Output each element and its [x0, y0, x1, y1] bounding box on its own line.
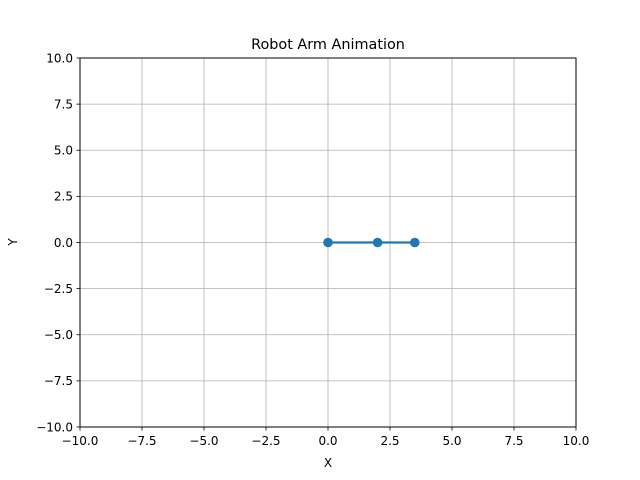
- y-tick-label: 7.5: [54, 97, 73, 111]
- y-axis-ticks: −10.0 −7.5 −5.0 −2.5 0.0 2.5 5.0 7.5 10.0: [36, 51, 80, 434]
- y-tick-label: 5.0: [54, 144, 73, 158]
- x-tick-label: 7.5: [504, 434, 523, 448]
- y-tick-label: 2.5: [54, 190, 73, 204]
- y-tick-label: 10.0: [46, 51, 73, 65]
- x-tick-label: 10.0: [563, 434, 590, 448]
- y-tick-label: −5.0: [44, 328, 73, 342]
- data-point: [372, 237, 383, 248]
- series-layer: [323, 237, 420, 248]
- x-tick-label: −5.0: [189, 434, 218, 448]
- chart-title: Robot Arm Animation: [251, 37, 405, 53]
- y-tick-label: 0.0: [54, 236, 73, 250]
- y-tick-label: −2.5: [44, 282, 73, 296]
- x-axis-ticks: −10.0 −7.5 −5.0 −2.5 0.0 2.5 5.0 7.5 10.0: [62, 427, 590, 448]
- x-tick-label: −7.5: [127, 434, 156, 448]
- data-point: [410, 237, 420, 248]
- x-tick-label: −10.0: [62, 434, 99, 448]
- y-tick-label: −7.5: [44, 374, 73, 388]
- x-axis-label: X: [324, 456, 332, 470]
- y-tick-label: −10.0: [36, 420, 73, 434]
- x-tick-label: 0.0: [318, 434, 337, 448]
- x-tick-label: −2.5: [251, 434, 280, 448]
- x-tick-label: 2.5: [380, 434, 399, 448]
- data-point: [323, 237, 333, 248]
- x-tick-label: 5.0: [442, 434, 461, 448]
- y-axis-label: Y: [6, 238, 20, 247]
